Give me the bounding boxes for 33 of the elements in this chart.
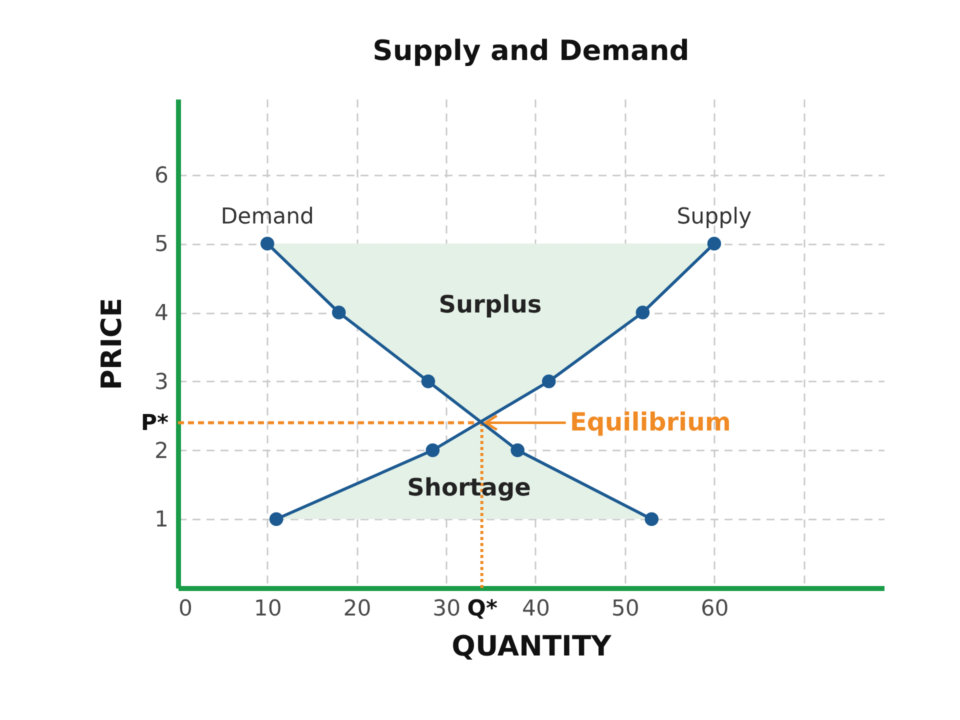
series-label: Supply (676, 204, 752, 230)
y-tick-label: P* (140, 411, 169, 436)
point (426, 443, 440, 458)
point (707, 236, 722, 251)
y-tick-label: 4 (154, 301, 168, 326)
y-tick-label: 1 (154, 508, 168, 533)
y-tick-label: 6 (154, 163, 168, 188)
annotation: Equilibrium (570, 408, 731, 437)
point (510, 443, 524, 458)
annotation: Surplus (438, 290, 542, 318)
point (421, 374, 436, 388)
chart-title: Supply and Demand (372, 34, 690, 67)
point (644, 512, 659, 526)
point (269, 512, 284, 526)
y-tick-label: 2 (154, 438, 168, 464)
series-label: Demand (220, 204, 314, 230)
point (636, 306, 650, 320)
annotation: Shortage (407, 473, 531, 502)
x-tick-label: 20 (343, 596, 372, 622)
x-tick-label: 40 (522, 596, 550, 622)
x-tick-label: 10 (254, 596, 282, 622)
y-tick-label: 3 (154, 370, 168, 395)
x-axis-title: QUANTITY (452, 630, 612, 662)
x-tick-label: 50 (611, 596, 640, 622)
point (542, 374, 556, 388)
y-axis-title: PRICE (94, 298, 128, 390)
point (260, 236, 274, 251)
x-tick-label: Q* (467, 596, 498, 622)
point (332, 306, 346, 320)
y-tick-label: 5 (154, 232, 168, 258)
x-tick-label: 60 (700, 596, 729, 622)
x-tick-label: 30 (432, 596, 461, 622)
x-tick-label: 0 (178, 596, 192, 622)
